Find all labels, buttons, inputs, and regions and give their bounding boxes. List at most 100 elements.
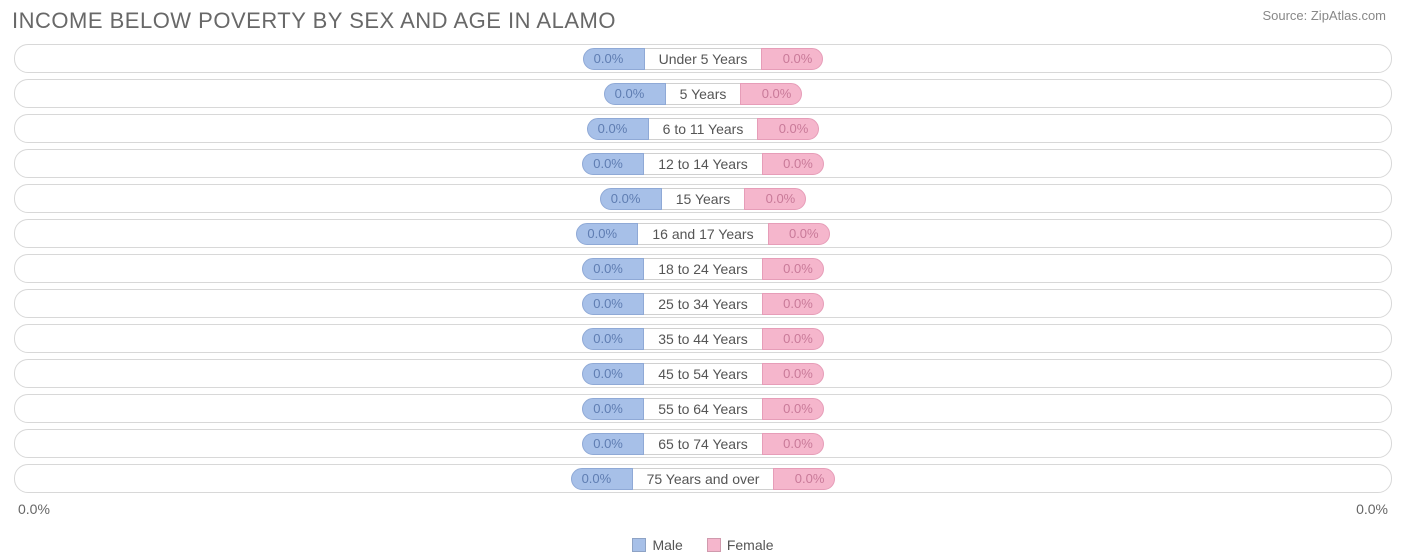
age-label: Under 5 Years — [645, 48, 762, 70]
female-bar: 0.0% — [740, 83, 802, 105]
chart-row: 0.0%45 to 54 Years0.0% — [14, 359, 1392, 388]
male-bar: 0.0% — [604, 83, 666, 105]
male-bar: 0.0% — [582, 258, 644, 280]
male-bar: 0.0% — [571, 468, 633, 490]
female-value: 0.0% — [783, 258, 813, 280]
female-bar: 0.0% — [762, 258, 824, 280]
chart-row: 0.0% 12 to 14 Years 0.0% — [14, 149, 1392, 178]
male-value: 0.0% — [593, 328, 623, 350]
chart-row: 0.0% 16 and 17 Years 0.0% — [14, 219, 1392, 248]
age-label: 12 to 14 Years — [644, 153, 762, 175]
male-value: 0.0% — [593, 153, 623, 175]
female-value: 0.0% — [783, 363, 813, 385]
female-value: 0.0% — [779, 118, 809, 140]
male-bar: 0.0% — [582, 363, 644, 385]
female-bar: 0.0% — [762, 363, 824, 385]
chart-row: 0.0% 75 Years and over 0.0% — [14, 464, 1392, 493]
male-swatch-icon — [632, 538, 646, 552]
legend-female-label: Female — [727, 537, 774, 553]
male-value: 0.0% — [593, 293, 623, 315]
female-bar: 0.0% — [762, 328, 824, 350]
female-value: 0.0% — [783, 48, 813, 70]
chart-row: 0.0% 25 to 34 Years 0.0% — [14, 289, 1392, 318]
female-bar: 0.0% — [761, 48, 823, 70]
male-value: 0.0% — [615, 83, 645, 105]
x-axis-left-label: 0.0% — [18, 501, 50, 517]
male-value: 0.0% — [598, 118, 628, 140]
age-label: 45 to 54 Years — [644, 363, 762, 385]
x-axis: 0.0% 0.0% — [0, 499, 1406, 517]
male-bar: 0.0% — [582, 328, 644, 350]
row-center-block: 0.0% 12 to 14 Years 0.0% — [582, 153, 824, 175]
male-value: 0.0% — [593, 433, 623, 455]
female-value: 0.0% — [795, 468, 825, 490]
legend: Male Female — [0, 537, 1406, 553]
age-label: 6 to 11 Years — [649, 118, 758, 140]
female-bar: 0.0% — [768, 223, 830, 245]
male-value: 0.0% — [587, 223, 617, 245]
male-value: 0.0% — [594, 48, 624, 70]
female-value: 0.0% — [783, 153, 813, 175]
male-bar: 0.0% — [600, 188, 662, 210]
chart-row: 0.0% 6 to 11 Years 0.0% — [14, 114, 1392, 143]
chart-header: INCOME BELOW POVERTY BY SEX AND AGE IN A… — [0, 0, 1406, 38]
female-bar: 0.0% — [762, 153, 824, 175]
row-center-block: 0.0% Under 5 Years 0.0% — [583, 48, 824, 70]
row-center-block: 0.0% 65 to 74 Years 0.0% — [582, 433, 824, 455]
female-bar: 0.0% — [757, 118, 819, 140]
male-value: 0.0% — [582, 468, 612, 490]
female-swatch-icon — [707, 538, 721, 552]
male-bar: 0.0% — [587, 118, 649, 140]
row-center-block: 0.0% 55 to 64 Years 0.0% — [582, 398, 824, 420]
row-center-block: 0.0% 5 Years 0.0% — [604, 83, 803, 105]
age-label: 65 to 74 Years — [644, 433, 762, 455]
female-value: 0.0% — [783, 328, 813, 350]
chart-row: 0.0% 5 Years 0.0% — [14, 79, 1392, 108]
female-value: 0.0% — [789, 223, 819, 245]
male-value: 0.0% — [593, 258, 623, 280]
age-label: 55 to 64 Years — [644, 398, 762, 420]
female-value: 0.0% — [783, 433, 813, 455]
age-label: 16 and 17 Years — [638, 223, 767, 245]
legend-item-female: Female — [707, 537, 774, 553]
female-value: 0.0% — [783, 398, 813, 420]
male-bar: 0.0% — [583, 48, 645, 70]
age-label: 25 to 34 Years — [644, 293, 762, 315]
female-bar: 0.0% — [762, 433, 824, 455]
male-bar: 0.0% — [582, 293, 644, 315]
female-bar: 0.0% — [762, 398, 824, 420]
male-bar: 0.0% — [582, 433, 644, 455]
x-axis-right-label: 0.0% — [1356, 501, 1388, 517]
row-center-block: 0.0%45 to 54 Years0.0% — [582, 363, 824, 385]
row-center-block: 0.0% 16 and 17 Years 0.0% — [576, 223, 829, 245]
female-value: 0.0% — [762, 83, 792, 105]
chart-row: 0.0% Under 5 Years 0.0% — [14, 44, 1392, 73]
legend-male-label: Male — [652, 537, 682, 553]
male-bar: 0.0% — [576, 223, 638, 245]
female-bar: 0.0% — [744, 188, 806, 210]
chart-area: 0.0%Under 5 Years0.0%0.0%5 Years0.0%0.0%… — [0, 38, 1406, 493]
male-value: 0.0% — [593, 398, 623, 420]
row-center-block: 0.0% 25 to 34 Years 0.0% — [582, 293, 824, 315]
female-value: 0.0% — [783, 293, 813, 315]
female-bar: 0.0% — [773, 468, 835, 490]
age-label: 75 Years and over — [633, 468, 774, 490]
male-bar: 0.0% — [582, 398, 644, 420]
male-bar: 0.0% — [582, 153, 644, 175]
chart-source: Source: ZipAtlas.com — [1262, 8, 1386, 23]
row-center-block: 0.0%15 Years0.0% — [600, 188, 807, 210]
age-label: 5 Years — [666, 83, 741, 105]
chart-row: 0.0% 65 to 74 Years 0.0% — [14, 429, 1392, 458]
chart-title: INCOME BELOW POVERTY BY SEX AND AGE IN A… — [12, 8, 616, 34]
age-label: 18 to 24 Years — [644, 258, 762, 280]
female-bar: 0.0% — [762, 293, 824, 315]
row-center-block: 0.0% 6 to 11 Years 0.0% — [587, 118, 820, 140]
row-center-block: 0.0% 75 Years and over 0.0% — [571, 468, 836, 490]
female-value: 0.0% — [766, 188, 796, 210]
age-label: 15 Years — [662, 188, 745, 210]
row-center-block: 0.0%35 to 44 Years0.0% — [582, 328, 824, 350]
legend-item-male: Male — [632, 537, 682, 553]
chart-row: 0.0%15 Years0.0% — [14, 184, 1392, 213]
row-center-block: 0.0% 18 to 24 Years 0.0% — [582, 258, 824, 280]
chart-row: 0.0% 55 to 64 Years 0.0% — [14, 394, 1392, 423]
